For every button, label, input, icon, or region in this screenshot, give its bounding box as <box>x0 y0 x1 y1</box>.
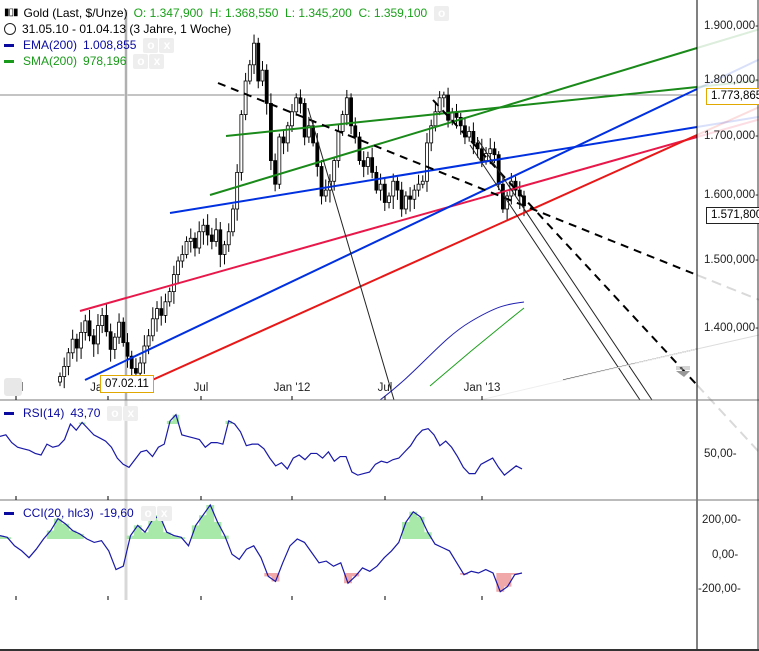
ohlc-values: O: 1.347,900 H: 1.368,550 L: 1.345,200 C… <box>133 6 428 20</box>
price-tick-label: 1.400,000- <box>704 322 759 334</box>
cci-axis-minus200: -200,00- <box>698 583 741 595</box>
price-tick-label: 1.500,000- <box>704 254 759 266</box>
time-tick-label: Jul <box>377 382 393 394</box>
price-tick-label: 1.600,000- <box>704 189 759 201</box>
candlestick-series[interactable] <box>58 34 526 389</box>
extended-trendlines <box>696 28 759 453</box>
sma-remove-button[interactable]: x <box>149 54 165 69</box>
rsi-remove-button[interactable]: x <box>123 406 139 421</box>
cci-remove-button[interactable]: x <box>156 506 172 521</box>
thin-trendlines <box>307 107 759 401</box>
price-tick-label: 1.800,000- <box>704 74 759 86</box>
price-tick-label: 1.700,000- <box>704 130 759 142</box>
instrument-name: Gold (Last, $/Unze) <box>23 6 128 20</box>
date-range: 31.05.10 - 01.04.13 (3 Jahre, 1 Woche) <box>22 22 232 36</box>
last-price-tag: 1.571,800 <box>706 207 759 224</box>
instrument-legend: ▮▯▮ Gold (Last, $/Unze) O: 1.347,900 H: … <box>4 5 450 21</box>
rsi-label: RSI(14) <box>23 406 65 420</box>
date-range-legend: 31.05.10 - 01.04.13 (3 Jahre, 1 Woche) <box>4 21 231 37</box>
cci-swatch <box>4 511 14 515</box>
ema-remove-button[interactable]: x <box>159 38 175 53</box>
candlestick-icon: ▮▯▮ <box>4 7 18 18</box>
low-value: 1.345,200 <box>298 6 352 20</box>
time-axis-ticks <box>15 396 483 600</box>
price-tick-label: 1.900,000- <box>704 20 759 32</box>
cci-value: -19,60 <box>99 506 134 520</box>
drawn-trendlines[interactable] <box>79 47 698 391</box>
cci-label: CCI(20, hlc3) <box>23 506 94 520</box>
ema-value: 1.008,855 <box>83 38 137 52</box>
close-value: 1.359,100 <box>373 6 428 20</box>
ema-label: EMA(200) <box>23 38 78 52</box>
rsi-panel-plot[interactable] <box>0 413 523 477</box>
crosshair-price-tag: 1.773,865 <box>706 88 759 105</box>
clock-icon <box>4 23 16 35</box>
open-value: 1.347,900 <box>149 6 203 20</box>
cci-settings-button[interactable]: o <box>140 506 156 521</box>
ema-settings-button[interactable]: o <box>143 38 159 53</box>
high-value: 1.368,550 <box>224 6 279 20</box>
crosshair-date-tag: 07.02.11 <box>100 375 154 393</box>
time-tick-label: Jul <box>193 382 209 394</box>
sma-label: SMA(200) <box>23 54 78 68</box>
time-tick-label: Jan '12 <box>273 382 311 394</box>
rsi-settings-button[interactable]: o <box>107 406 123 421</box>
instrument-settings-button[interactable]: o <box>434 5 450 21</box>
move-chart-button[interactable] <box>4 378 22 396</box>
sma-settings-button[interactable]: o <box>133 54 149 69</box>
time-tick-label: Jan '13 <box>463 382 501 394</box>
cci-panel-plot[interactable] <box>0 503 523 593</box>
scroll-arrow-icon[interactable] <box>676 366 690 377</box>
rsi-value: 43,70 <box>70 406 101 420</box>
ema-swatch <box>4 43 14 47</box>
crosshair <box>0 10 697 600</box>
sma-value: 978,196 <box>83 54 127 68</box>
cci-axis-200: 200,00- <box>702 514 742 526</box>
rsi-axis-50: 50,00- <box>704 448 737 460</box>
sma-swatch <box>4 59 14 63</box>
rsi-swatch <box>4 411 14 415</box>
cci-axis-0: 0,00- <box>712 549 739 561</box>
